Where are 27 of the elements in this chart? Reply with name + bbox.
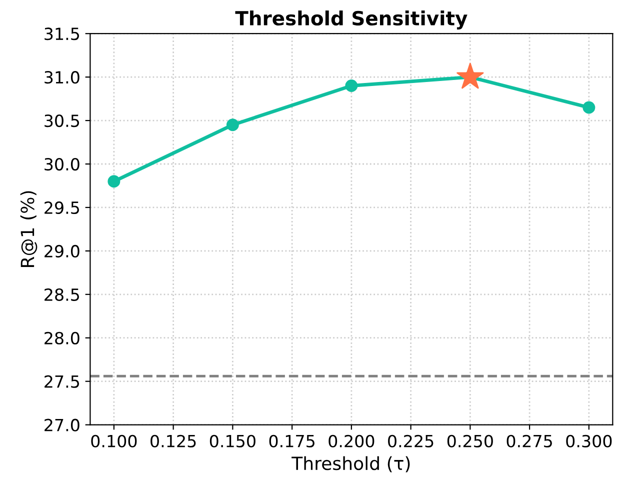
y-tick-label: 30.5 (44, 114, 80, 128)
chart-title: Threshold Sensitivity (235, 10, 468, 30)
y-tick-label: 30.0 (44, 158, 80, 171)
x-tick-label: 0.200 (328, 434, 374, 448)
x-tick-label: 0.175 (269, 434, 314, 448)
point (108, 175, 120, 188)
x-tick-label: 0.150 (210, 434, 256, 448)
x-tick-label: 0.125 (150, 434, 196, 448)
point (582, 101, 596, 114)
x-tick-label: 0.275 (506, 434, 552, 448)
y-axis-title: R@1 (%) (20, 191, 38, 267)
y-tick-label: 29.5 (44, 201, 80, 214)
y-tick-label: 29.0 (44, 244, 80, 258)
y-tick-label: 31.0 (44, 71, 80, 84)
y-tick-label: 31.5 (44, 28, 80, 40)
point (456, 62, 484, 89)
point (226, 118, 239, 132)
x-tick-label: 0.225 (388, 434, 434, 448)
y-tick-label: 27.5 (44, 375, 80, 388)
x-tick-label: 0.300 (566, 434, 612, 448)
point (345, 80, 358, 92)
y-tick-label: 28.5 (44, 288, 80, 301)
y-tick-label: 27.0 (44, 418, 80, 432)
x-tick-label: 0.100 (91, 434, 137, 448)
x-axis-title: Threshold (τ) (292, 456, 410, 472)
y-tick-label: 28.0 (44, 332, 80, 344)
x-tick-label: 0.250 (447, 434, 493, 448)
